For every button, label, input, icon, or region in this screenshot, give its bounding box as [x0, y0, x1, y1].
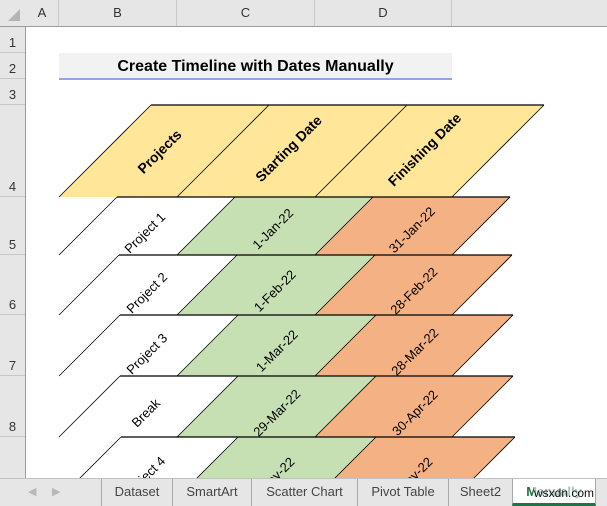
table-row: Break 29-Mar-22 30-Apr-22 — [58, 375, 514, 439]
select-all-button[interactable] — [0, 0, 26, 27]
header-cell-finishing-date[interactable] — [315, 105, 544, 197]
column-header-a[interactable]: A — [26, 0, 59, 26]
header-cell-projects[interactable] — [59, 105, 289, 197]
start-date-cell[interactable] — [177, 376, 376, 437]
start-date-cell[interactable] — [177, 255, 375, 315]
table-row: Project 1 1-Jan-22 31-Jan-22 — [58, 196, 511, 256]
prev-sheet-arrow-icon[interactable]: ◀ — [28, 486, 37, 498]
table-row: Project 3 1-Mar-22 28-Mar-22 — [58, 314, 514, 378]
tab-dataset[interactable]: Dataset — [101, 479, 172, 506]
finish-date-cell[interactable] — [315, 437, 515, 478]
row-header-5[interactable]: 5 — [0, 197, 25, 255]
row-header-bar: 1 2 3 4 5 6 7 8 — [0, 27, 26, 478]
row-header-1[interactable]: 1 — [0, 27, 25, 53]
header-row: Projects Starting Date Finishing Date — [58, 104, 545, 198]
project-cell[interactable] — [59, 376, 238, 437]
row-header-2[interactable]: 2 — [0, 53, 25, 79]
project-cell[interactable] — [59, 255, 237, 315]
finish-date-cell[interactable] — [315, 376, 513, 437]
tab-pivot-table[interactable]: Pivot Table — [357, 479, 448, 506]
tab-sheet2[interactable]: Sheet2 — [448, 479, 512, 506]
finish-date-cell[interactable] — [315, 255, 512, 315]
select-all-triangle-icon — [8, 9, 20, 21]
column-header-b[interactable]: B — [59, 0, 177, 26]
slanted-timeline-table: Projects Starting Date Finishing Date Pr… — [58, 104, 545, 478]
row-header-7[interactable]: 7 — [0, 315, 25, 376]
table-row: Project 2 1-Feb-22 28-Feb-22 — [58, 254, 513, 317]
column-header-d[interactable]: D — [315, 0, 452, 26]
watermark: wsxdn.com — [534, 486, 595, 500]
next-sheet-arrow-icon[interactable]: ▶ — [52, 486, 61, 498]
finish-date-cell[interactable] — [315, 197, 510, 255]
row-header-6[interactable]: 6 — [0, 255, 25, 315]
start-date-cell[interactable] — [177, 197, 373, 255]
start-date-cell[interactable] — [177, 437, 376, 478]
finish-date-cell[interactable] — [315, 315, 513, 376]
tab-scatter-chart[interactable]: Scatter Chart — [251, 479, 357, 506]
header-cell-starting-date[interactable] — [197, 105, 407, 197]
page-title[interactable]: Create Timeline with Dates Manually — [59, 53, 452, 80]
column-header-c[interactable]: C — [177, 0, 315, 26]
project-cell[interactable] — [59, 315, 238, 376]
sheet-tab-bar: ◀ ▶ Dataset SmartArt Scatter Chart Pivot… — [0, 478, 607, 506]
column-header-bar: A B C D — [0, 0, 607, 27]
row-header-8[interactable]: 8 — [0, 376, 25, 437]
start-date-cell[interactable] — [177, 315, 376, 376]
project-cell[interactable] — [60, 437, 238, 478]
table-row: Project 4 May-22 May-22 — [60, 436, 516, 478]
row-header-3[interactable]: 3 — [0, 79, 25, 105]
tab-smartart[interactable]: SmartArt — [172, 479, 251, 506]
row-header-4[interactable]: 4 — [0, 105, 25, 197]
